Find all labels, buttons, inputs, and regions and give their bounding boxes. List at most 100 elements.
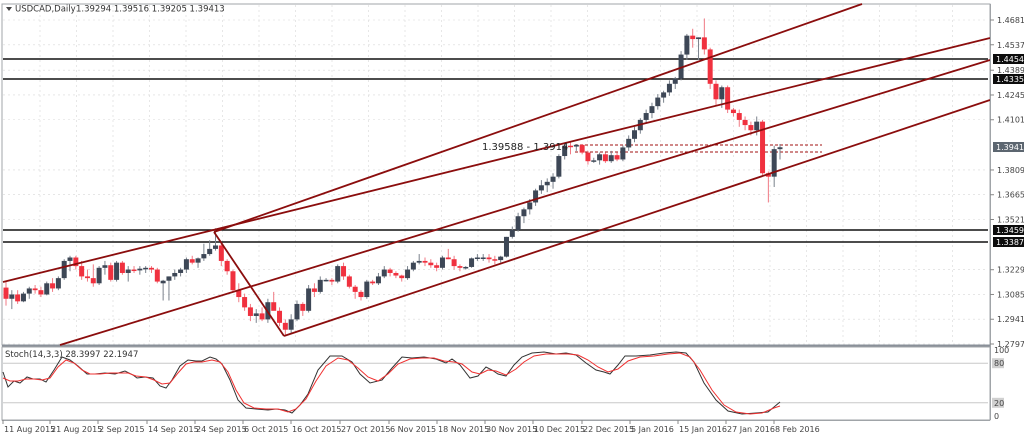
candle <box>538 180 544 194</box>
candle-body <box>509 229 515 237</box>
candle-body <box>486 257 492 260</box>
candle-body <box>742 119 748 126</box>
candle <box>253 309 259 323</box>
candle-body <box>67 257 73 261</box>
candle-body <box>114 262 120 280</box>
candle-body <box>375 276 381 284</box>
candle-body <box>725 87 731 110</box>
candle-body <box>643 113 649 120</box>
candle-body <box>38 290 44 295</box>
candle-body <box>178 269 184 273</box>
time-tick-label: 27 Oct 2015 <box>341 425 390 434</box>
candle <box>294 300 300 322</box>
candle-body <box>649 106 655 114</box>
candle <box>218 243 224 267</box>
candle <box>736 109 742 127</box>
candle-body <box>585 152 591 162</box>
candle <box>509 226 515 239</box>
candle-body <box>713 83 719 100</box>
candle <box>73 255 79 270</box>
time-tick-label: 11 Aug 2015 <box>4 425 55 434</box>
time-tick-label: 6 Oct 2015 <box>244 425 288 434</box>
candle <box>428 259 434 268</box>
candle <box>649 102 655 119</box>
candle-body <box>445 257 451 260</box>
candle-body <box>73 257 79 267</box>
candle-body <box>480 257 486 259</box>
candle-body <box>736 113 742 120</box>
candle <box>90 264 96 287</box>
candle-body <box>567 145 573 148</box>
channel-line[interactable] <box>213 231 285 337</box>
channel-line[interactable] <box>59 59 991 346</box>
candle-body <box>474 257 480 259</box>
stoch-level-label: 20 <box>994 399 1004 408</box>
price-tick-label: 1.35210 <box>997 215 1024 224</box>
candle-body <box>317 279 323 292</box>
candle <box>143 266 149 273</box>
candle-body <box>428 262 434 266</box>
candle <box>626 135 632 151</box>
trend-channels[interactable] <box>2 3 991 346</box>
triangle-down-icon[interactable] <box>6 7 12 11</box>
candle <box>67 255 73 272</box>
candle <box>422 257 428 267</box>
candle-body <box>364 281 370 298</box>
candle-body <box>754 121 760 131</box>
channel-line[interactable] <box>2 37 991 283</box>
candle <box>38 286 44 298</box>
candle-body <box>410 262 416 270</box>
candle-body <box>207 248 213 255</box>
candle <box>678 51 684 81</box>
stoch-level-bg <box>992 397 1004 408</box>
candle-body <box>416 260 422 263</box>
price-tag-bg <box>993 74 1024 84</box>
candle <box>515 212 521 232</box>
candle-body <box>422 260 428 263</box>
candle-body <box>579 144 585 153</box>
candle-body <box>707 49 713 84</box>
candle <box>579 143 585 155</box>
candle <box>597 152 603 165</box>
price-tick-label: 1.29410 <box>997 315 1024 324</box>
price-tag-bg <box>993 54 1024 64</box>
price-tick-label: 1.38090 <box>997 166 1024 175</box>
candle <box>544 178 550 193</box>
price-tag-label: 1.43355 <box>996 75 1024 84</box>
candle-body <box>533 190 539 203</box>
stoch-level-bg <box>992 358 1004 369</box>
candle-body <box>748 125 754 131</box>
candle-body <box>79 266 85 277</box>
candle-body <box>719 87 725 100</box>
candle <box>602 152 608 163</box>
price-tick-label: 1.45370 <box>997 41 1024 50</box>
candle-body <box>498 256 504 261</box>
candle-body <box>335 266 341 282</box>
candle <box>567 142 573 155</box>
candle-body <box>393 272 399 276</box>
candle <box>777 143 783 160</box>
candle-body <box>550 176 556 182</box>
candle <box>329 278 335 286</box>
candle-body <box>597 154 603 161</box>
candle <box>178 267 184 277</box>
candle-body <box>666 83 672 93</box>
candle <box>684 33 690 60</box>
candle <box>457 264 463 272</box>
time-tick-label: 5 Jan 2016 <box>631 425 674 434</box>
time-tick-label: 15 Jan 2016 <box>679 425 727 434</box>
candle-body <box>288 319 294 330</box>
price-tag-label: 1.34597 <box>996 226 1024 235</box>
candle-body <box>119 262 125 273</box>
candle <box>434 262 440 272</box>
candle-body <box>84 276 90 279</box>
candle <box>341 262 347 280</box>
candle-body <box>96 267 102 284</box>
channel-line[interactable] <box>213 3 863 233</box>
candle <box>521 207 527 224</box>
candle <box>387 267 393 277</box>
price-tag-bg <box>993 225 1024 235</box>
channel-line[interactable] <box>283 99 991 337</box>
